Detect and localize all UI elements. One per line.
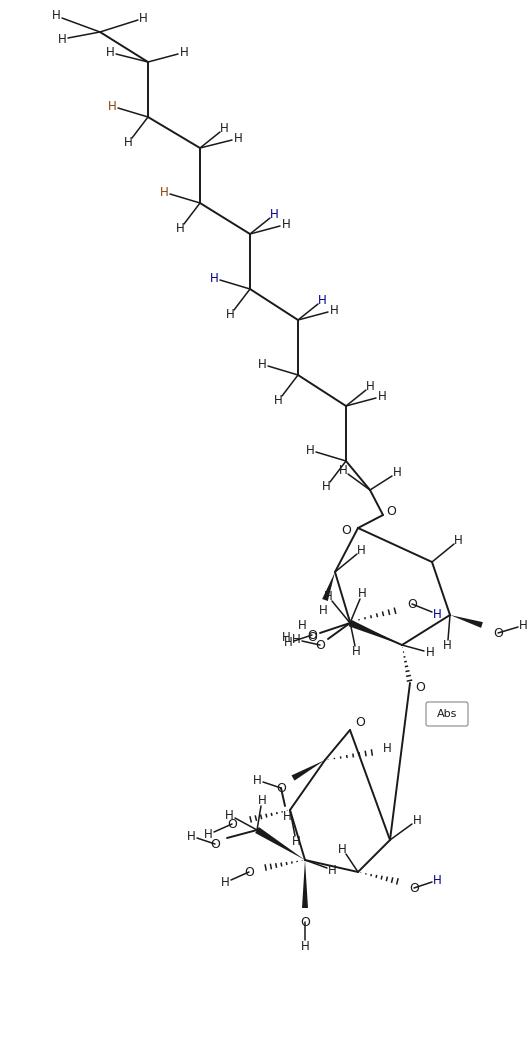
Text: H: H xyxy=(319,604,328,617)
Polygon shape xyxy=(349,620,402,645)
Polygon shape xyxy=(292,760,325,781)
Text: H: H xyxy=(425,646,434,660)
Text: H: H xyxy=(301,940,310,953)
Text: H: H xyxy=(282,810,292,822)
Text: H: H xyxy=(281,218,290,231)
Text: H: H xyxy=(433,873,442,887)
Text: H: H xyxy=(284,637,293,649)
Text: H: H xyxy=(210,272,219,285)
Text: O: O xyxy=(415,680,425,694)
Text: H: H xyxy=(443,640,452,652)
Text: H: H xyxy=(253,774,262,787)
Polygon shape xyxy=(302,860,308,908)
Text: H: H xyxy=(352,645,361,658)
Text: H: H xyxy=(281,630,290,644)
Text: H: H xyxy=(454,534,463,546)
Text: O: O xyxy=(386,504,396,517)
Text: H: H xyxy=(124,136,133,149)
Text: H: H xyxy=(176,222,185,235)
Text: H: H xyxy=(258,793,267,807)
Text: H: H xyxy=(220,121,229,135)
Text: H: H xyxy=(413,814,421,826)
Text: H: H xyxy=(179,46,188,59)
Text: H: H xyxy=(328,864,337,876)
Text: H: H xyxy=(225,809,234,821)
Text: H: H xyxy=(393,467,401,479)
Text: O: O xyxy=(244,866,254,878)
Text: H: H xyxy=(358,587,367,600)
Text: O: O xyxy=(227,817,237,831)
Text: H: H xyxy=(187,830,196,843)
Text: H: H xyxy=(324,590,332,602)
Text: H: H xyxy=(433,608,442,621)
Text: H: H xyxy=(234,132,242,145)
Text: H: H xyxy=(292,634,301,646)
Text: O: O xyxy=(300,916,310,928)
Text: O: O xyxy=(276,782,286,794)
Text: H: H xyxy=(274,394,282,408)
Text: H: H xyxy=(204,828,213,841)
Text: H: H xyxy=(329,304,338,317)
Text: H: H xyxy=(52,9,61,23)
Text: H: H xyxy=(318,293,327,307)
Text: H: H xyxy=(378,390,386,403)
Text: H: H xyxy=(519,619,528,632)
Text: H: H xyxy=(297,618,306,632)
Text: O: O xyxy=(307,630,317,644)
Text: H: H xyxy=(226,308,235,321)
Text: H: H xyxy=(366,380,375,393)
Polygon shape xyxy=(255,828,305,860)
Text: H: H xyxy=(322,480,331,494)
Text: H: H xyxy=(306,444,315,456)
Text: H: H xyxy=(258,358,267,371)
Text: O: O xyxy=(407,597,417,611)
Text: H: H xyxy=(139,11,148,25)
Text: H: H xyxy=(58,32,66,46)
Text: O: O xyxy=(307,628,317,642)
Text: O: O xyxy=(355,716,365,729)
Text: H: H xyxy=(270,207,279,221)
FancyBboxPatch shape xyxy=(426,702,468,726)
Text: H: H xyxy=(383,741,391,755)
Text: O: O xyxy=(315,639,325,651)
Text: H: H xyxy=(108,100,117,113)
Text: H: H xyxy=(339,464,347,477)
Text: Abs: Abs xyxy=(437,709,457,719)
Text: O: O xyxy=(210,838,220,850)
Text: H: H xyxy=(292,836,301,848)
Text: O: O xyxy=(493,626,503,640)
Text: H: H xyxy=(221,876,230,889)
Text: H: H xyxy=(338,842,347,856)
Text: H: H xyxy=(357,543,366,557)
Polygon shape xyxy=(322,572,335,601)
Text: H: H xyxy=(106,46,115,59)
Polygon shape xyxy=(450,615,483,627)
Text: O: O xyxy=(341,524,351,536)
Text: H: H xyxy=(160,186,169,199)
Text: O: O xyxy=(409,881,419,895)
